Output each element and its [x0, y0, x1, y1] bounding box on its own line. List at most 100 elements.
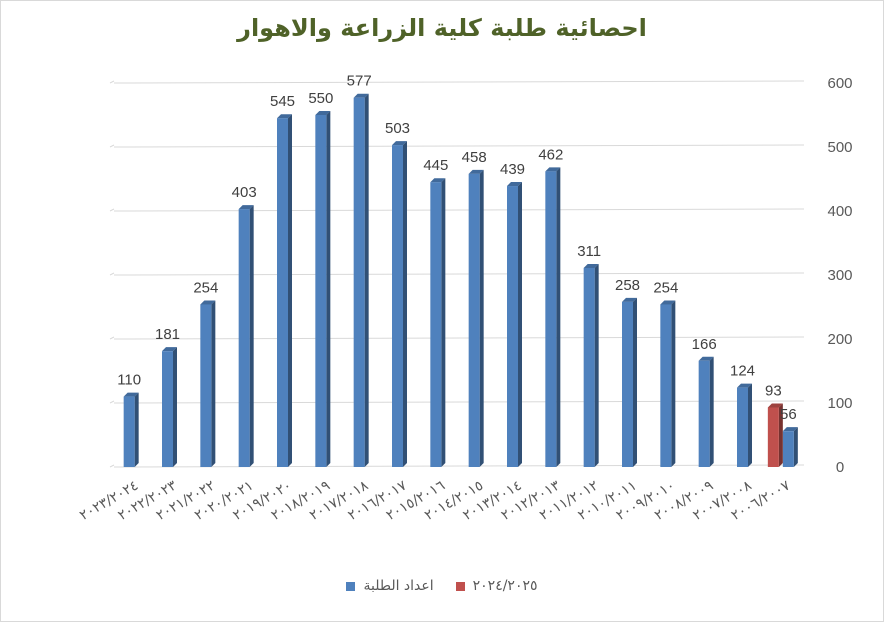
legend: اعداد الطلبة ٢٠٢٤/٢٠٢٥ [0, 578, 884, 594]
y-tick-label: 600 [827, 75, 852, 92]
data-label: 258 [615, 277, 640, 294]
bar-side [709, 356, 714, 467]
bar-top [782, 427, 798, 432]
bar [622, 301, 633, 467]
bar-side [594, 263, 599, 467]
legend-item-series-2[interactable]: ٢٠٢٤/٢٠٢٥ [455, 578, 538, 594]
data-label: 503 [385, 120, 410, 137]
bar-top [767, 403, 783, 408]
legend-item-series-1[interactable]: اعداد الطلبة [346, 578, 434, 594]
data-label: 254 [653, 279, 678, 296]
bars [123, 93, 798, 468]
bar [507, 186, 518, 468]
bar-top [583, 263, 599, 268]
bar [698, 360, 710, 467]
data-label: 458 [462, 149, 487, 166]
data-label: 462 [538, 146, 563, 163]
bar [660, 304, 672, 467]
bar [200, 304, 212, 467]
gridline-depth [109, 272, 115, 276]
bar-side [518, 182, 522, 468]
data-label: 124 [730, 363, 755, 380]
bar-side [441, 178, 446, 467]
legend-swatch-blue [346, 581, 356, 591]
bar-top [622, 297, 637, 302]
gridline [113, 400, 805, 404]
data-label: 577 [347, 73, 372, 90]
bar-top [468, 169, 484, 174]
bar-side [778, 403, 783, 467]
bar-side [173, 347, 177, 467]
bar [277, 118, 288, 467]
bar-side [249, 205, 254, 467]
bar [782, 431, 794, 467]
bar-side [288, 114, 292, 467]
bar-top [200, 300, 216, 305]
x-axis-ticks: ٢٠٢٣/٢٠٢٤٢٠٢٢/٢٠٢٣٢٠٢١/٢٠٢٢٢٠٢٠/٢٠٢١٢٠١٩… [77, 477, 793, 524]
data-label: 56 [780, 406, 797, 423]
data-label: 445 [423, 157, 448, 174]
bar-side [748, 383, 752, 467]
bar-top [315, 111, 331, 115]
bar-side [326, 111, 331, 467]
gridline [113, 80, 805, 84]
data-label: 166 [692, 336, 717, 353]
y-tick-label: 400 [827, 203, 852, 220]
data-label: 93 [765, 382, 782, 399]
data-labels: 110 181 254 403 545 550 577 503 445 458 439 462 311 2… [117, 73, 796, 423]
bar-side [211, 300, 216, 467]
bar-side [633, 297, 637, 467]
bar-top [698, 356, 714, 361]
legend-label-series-1: اعداد الطلبة [363, 578, 434, 594]
bar-top [660, 300, 676, 305]
gridlines [109, 80, 805, 468]
data-label: 311 [577, 243, 601, 260]
gridline [113, 208, 805, 212]
gridline-depth [109, 400, 115, 404]
chart-title: احصائية طلبة كلية الزراعة والاهوار [237, 14, 647, 42]
data-label: 403 [232, 184, 257, 201]
gridline [113, 144, 805, 148]
bar [468, 173, 480, 467]
gridline [113, 272, 805, 276]
y-tick-label: 0 [836, 459, 844, 476]
bar-top [737, 383, 752, 388]
bar [353, 97, 365, 467]
bar-side [403, 141, 407, 467]
y-tick-label: 500 [827, 139, 852, 156]
bar-side [793, 427, 798, 467]
bar-side [134, 392, 139, 467]
bar-side [556, 167, 561, 467]
bar-top [123, 392, 139, 397]
y-tick-label: 300 [827, 267, 852, 284]
bar-top [277, 114, 292, 119]
bar-side [479, 169, 484, 467]
data-label: 550 [308, 90, 333, 107]
bar [162, 351, 173, 467]
bar-top [507, 182, 522, 187]
y-axis-ticks: 0 100 200 300 400 500 600 [827, 75, 852, 476]
bar [767, 407, 779, 467]
data-label: 181 [155, 326, 180, 343]
bar-top [430, 178, 446, 183]
data-label: 254 [193, 279, 218, 296]
bar-top [353, 93, 369, 98]
y-tick-label: 100 [827, 395, 852, 412]
data-label: 439 [500, 161, 525, 178]
bar [583, 267, 595, 467]
legend-swatch-red [455, 581, 465, 591]
gridline-depth [109, 80, 115, 84]
gridline [113, 464, 805, 468]
bar-top [238, 205, 254, 210]
bar [737, 387, 748, 467]
bar-side [671, 300, 676, 467]
y-tick-label: 200 [827, 331, 852, 348]
bar [123, 396, 135, 467]
bar-side [364, 93, 369, 467]
legend-label-series-2: ٢٠٢٤/٢٠٢٥ [472, 578, 538, 594]
data-label: 545 [270, 93, 295, 110]
bar [430, 182, 442, 467]
bar-top [392, 141, 407, 146]
bar [315, 115, 327, 467]
